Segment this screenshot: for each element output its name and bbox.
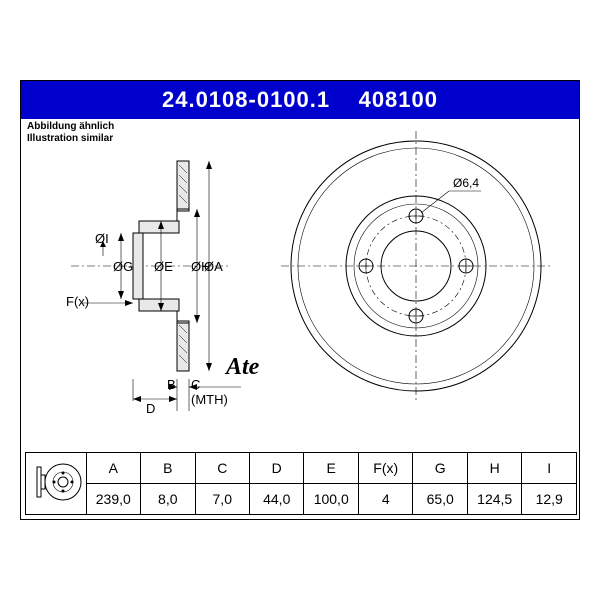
spec-table: A B C D E F(x) G H I 239,0 8,0 7,0 44,0 … [25, 452, 577, 515]
col-A: A [86, 453, 140, 484]
col-C: C [195, 453, 249, 484]
dim-C: C (MTH) [191, 377, 228, 407]
val-E: 100,0 [304, 484, 358, 515]
diagram-area: ØA ØH ØE ØG ØI F(x) D B C (MTH) [21, 121, 581, 426]
spec-thumbnail-icon [31, 457, 81, 507]
spec-header-row: A B C D E F(x) G H I [26, 453, 577, 484]
front-view: Ø6,4 [281, 131, 551, 401]
col-D: D [250, 453, 304, 484]
dim-H: ØH [191, 259, 211, 274]
dim-B: B [167, 377, 176, 392]
dim-G: ØG [113, 259, 133, 274]
val-G: 65,0 [413, 484, 467, 515]
bolt-hole-callout: Ø6,4 [453, 176, 479, 190]
dim-F: F(x) [66, 294, 89, 309]
val-D: 44,0 [250, 484, 304, 515]
val-H: 124,5 [467, 484, 521, 515]
ref-number: 408100 [359, 87, 438, 112]
side-view: ØA ØH ØE ØG ØI F(x) D B C (MTH) [91, 141, 211, 391]
col-H: H [467, 453, 521, 484]
dim-I: ØI [95, 231, 109, 246]
header-bar: 24.0108-0100.1 408100 [21, 81, 579, 119]
col-B: B [141, 453, 195, 484]
val-I: 12,9 [522, 484, 577, 515]
spec-icon-cell [26, 453, 87, 515]
val-F: 4 [358, 484, 412, 515]
val-C: 7,0 [195, 484, 249, 515]
col-I: I [522, 453, 577, 484]
val-B: 8,0 [141, 484, 195, 515]
col-F: F(x) [358, 453, 412, 484]
dim-D: D [146, 401, 155, 416]
col-E: E [304, 453, 358, 484]
val-A: 239,0 [86, 484, 140, 515]
spec-value-row: 239,0 8,0 7,0 44,0 100,0 4 65,0 124,5 12… [26, 484, 577, 515]
col-G: G [413, 453, 467, 484]
part-number: 24.0108-0100.1 [162, 87, 330, 112]
drawing-page: 24.0108-0100.1 408100 Abbildung ähnlich … [20, 80, 580, 520]
brand-logo: Ate [226, 354, 259, 381]
dim-E: ØE [154, 259, 173, 274]
front-view-svg [281, 131, 551, 401]
